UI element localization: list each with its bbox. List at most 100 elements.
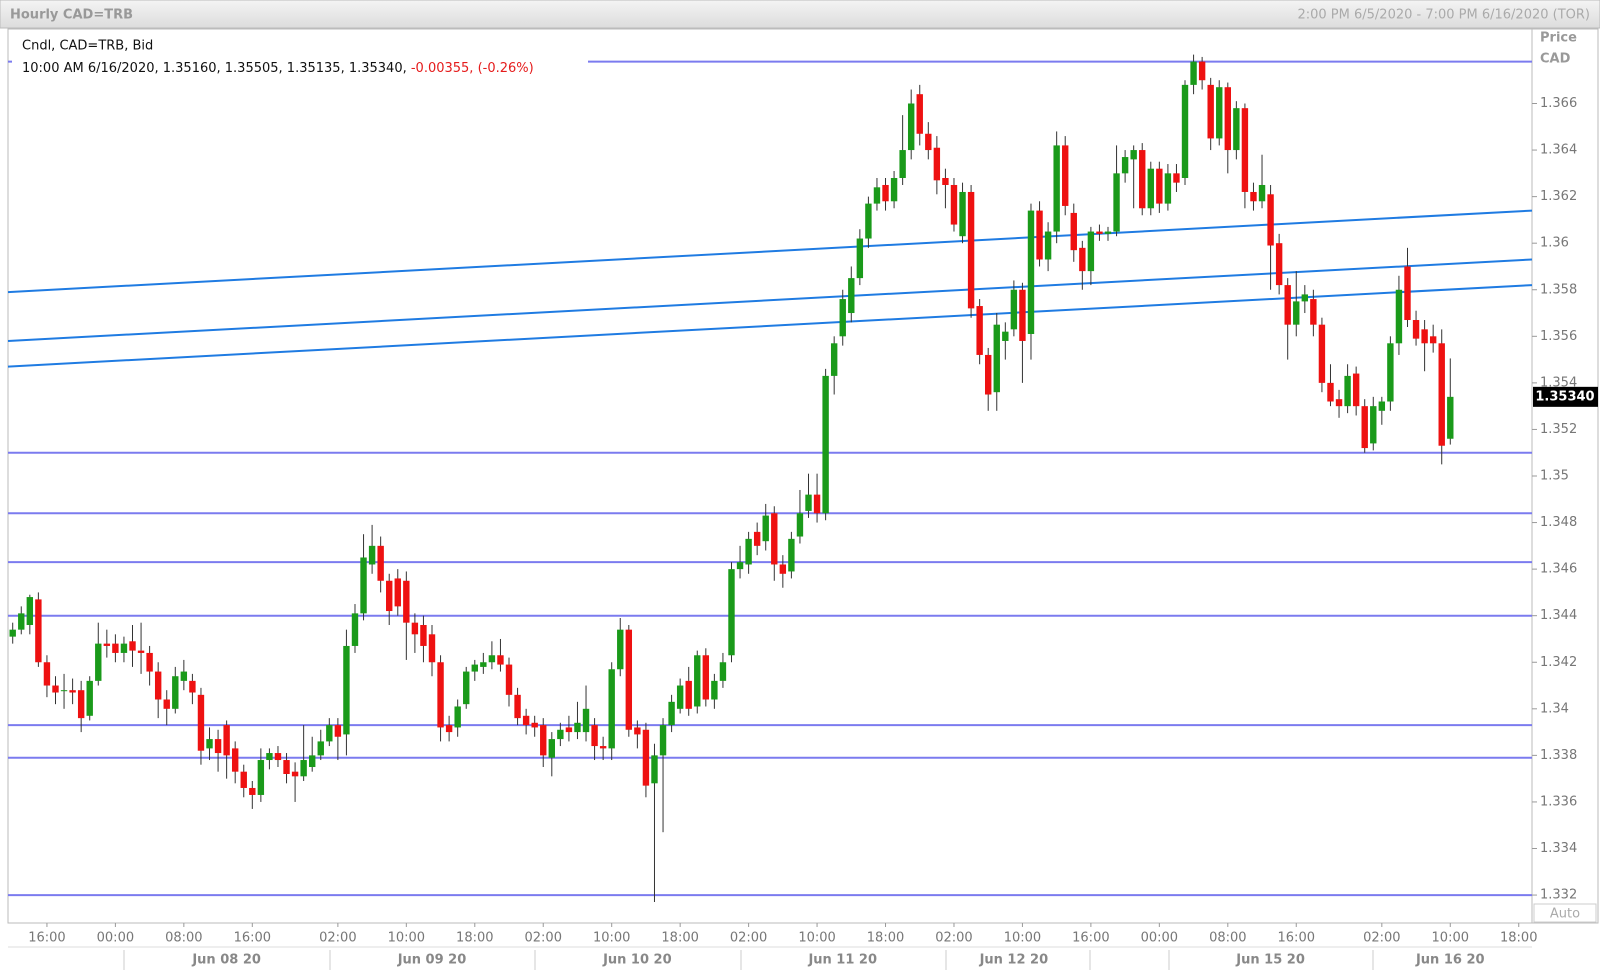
scale-mode[interactable]: Auto <box>1550 907 1580 922</box>
legend-label: Cndl, CAD=TRB, Bid <box>22 39 153 54</box>
candle-body <box>403 580 410 623</box>
candle-body <box>1027 210 1035 334</box>
candle-body <box>1044 231 1052 260</box>
candle-body <box>43 662 51 686</box>
candle-body <box>1070 212 1077 251</box>
candle-body <box>617 629 624 670</box>
candle-body <box>839 299 846 337</box>
candle-body <box>685 680 692 709</box>
axis-label: Price <box>1540 31 1577 46</box>
legend-info: 10:00 AM 6/16/2020, 1.35160, 1.35505, 1.… <box>22 61 534 76</box>
candle-body <box>163 699 170 709</box>
overlay: Cndl, CAD=TRB, Bid 10:00 AM 6/16/2020, 1… <box>12 33 1598 407</box>
candle-body <box>1181 84 1189 178</box>
candle-body <box>1258 184 1266 202</box>
candle-body <box>779 564 787 574</box>
chart-subtitle: 2:00 PM 6/5/2020 - 7:00 PM 6/16/2020 (TO… <box>1297 8 1590 23</box>
candle-body <box>154 671 162 700</box>
candle-body <box>1370 406 1377 444</box>
candle-body <box>1002 331 1009 341</box>
candle-body <box>394 578 401 607</box>
x-tick-label: 18:00 <box>1500 931 1537 946</box>
y-tick-label: 1.362 <box>1540 189 1577 204</box>
y-tick-label: 1.354 <box>1540 375 1577 390</box>
y-tick-label: 1.336 <box>1540 794 1577 809</box>
candle-body <box>608 669 615 749</box>
candle-body <box>1447 396 1454 439</box>
candle-body <box>950 184 958 225</box>
candle-body <box>437 662 444 728</box>
candle-body <box>822 375 829 514</box>
day-separators <box>123 950 1374 970</box>
auto-button[interactable] <box>1533 903 1597 923</box>
candle-body <box>1335 399 1343 407</box>
candle-body <box>103 643 111 646</box>
candle-body <box>317 741 324 756</box>
axis-unit: CAD <box>1540 52 1571 67</box>
candle-body <box>985 354 992 395</box>
candle-body <box>445 725 453 733</box>
y-tick-label: 1.358 <box>1540 282 1577 297</box>
candle-body <box>77 690 85 719</box>
candle-body <box>976 306 983 355</box>
candle-body <box>291 771 299 777</box>
candle-body <box>69 690 76 693</box>
candle-body <box>60 690 68 692</box>
candle-body <box>420 625 427 646</box>
candle-body <box>668 701 675 726</box>
candle-body <box>882 184 889 202</box>
candle-body <box>574 722 581 733</box>
candle-body <box>428 634 436 663</box>
candle-body <box>360 557 367 614</box>
x-tick-label: 16:00 <box>1072 931 1109 946</box>
candle-body <box>676 685 684 709</box>
candle-body <box>1241 108 1249 192</box>
candle-body <box>1421 329 1428 344</box>
candle-body <box>873 187 881 204</box>
candle-body <box>856 238 864 279</box>
candle-body <box>1207 84 1214 139</box>
candle-body <box>1352 373 1360 407</box>
candle-body <box>967 191 975 309</box>
legend-values: 10:00 AM 6/16/2020, 1.35160, 1.35505, 1.… <box>22 61 407 76</box>
candle-body <box>1147 168 1154 209</box>
candle-body <box>659 725 667 756</box>
date-label: Jun 15 20 <box>1235 953 1305 968</box>
y-tick-label: 1.34 <box>1540 701 1569 716</box>
candle-body <box>1361 406 1368 449</box>
candle-body <box>1293 301 1300 325</box>
candle-body <box>711 680 718 700</box>
x-tick-label: 10:00 <box>388 931 425 946</box>
y-tick-label: 1.364 <box>1540 143 1577 158</box>
candle-body <box>1216 87 1223 139</box>
candle-body <box>1301 294 1309 302</box>
candle-body <box>1284 285 1291 325</box>
candle-body <box>1104 231 1112 234</box>
candle-body <box>309 755 316 768</box>
candle-body <box>86 680 93 716</box>
candle-body <box>214 739 222 754</box>
candle-body <box>788 538 795 572</box>
candle-body <box>1062 145 1069 206</box>
candle-body <box>1412 320 1420 339</box>
candle-body <box>223 725 230 756</box>
candle-body <box>1267 194 1274 246</box>
x-tick-label: 10:00 <box>798 931 835 946</box>
candle-body <box>1079 247 1086 272</box>
y-tick-label: 1.356 <box>1540 329 1577 344</box>
candle-body <box>1224 87 1231 151</box>
candle-body <box>1404 266 1411 321</box>
candle-body <box>326 725 333 742</box>
candle-body <box>137 650 145 653</box>
candle-body <box>1087 231 1095 272</box>
candle-body <box>916 94 923 134</box>
candle-body <box>830 343 838 376</box>
candle-body <box>35 599 42 663</box>
candle-body <box>1121 157 1129 174</box>
candle-body <box>925 133 932 151</box>
candle-body <box>796 513 804 537</box>
plot-area: 1.332 1.334 1.336 1.338 1.34 1.342 1.344 1.346 1… <box>7 54 1577 968</box>
x-tick-label: 00:00 <box>97 931 134 946</box>
x-tick-label: 10:00 <box>1432 931 1469 946</box>
